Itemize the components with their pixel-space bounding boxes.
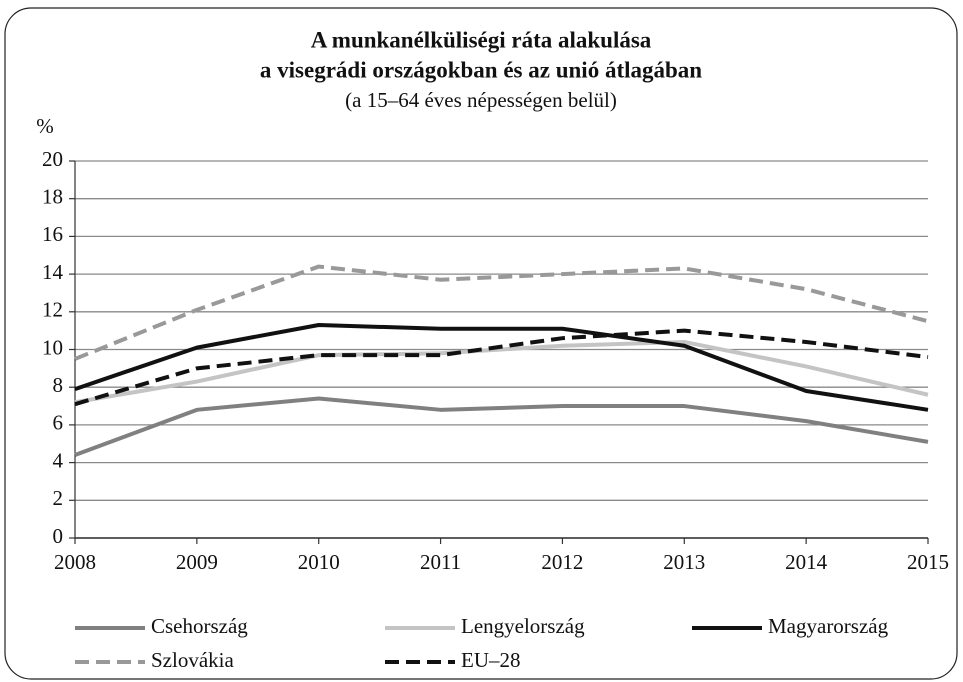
y-tick-label: 8	[53, 373, 64, 397]
y-axis-label: %	[36, 114, 54, 138]
y-tick-label: 16	[42, 222, 63, 246]
legend-label: EU–28	[461, 648, 521, 672]
x-tick-label: 2015	[907, 550, 949, 574]
x-tick-label: 2012	[541, 550, 583, 574]
y-tick-label: 2	[53, 486, 64, 510]
y-tick-label: 6	[53, 411, 64, 435]
y-tick-label: 20	[42, 147, 63, 171]
chart-title: A munkanélküliségi ráta alakulása	[311, 27, 652, 52]
y-tick-label: 0	[53, 524, 64, 548]
series-line	[74, 339, 929, 405]
y-tick-label: 18	[42, 185, 63, 209]
y-tick-label: 10	[42, 335, 63, 359]
x-tick-label: 2011	[420, 550, 461, 574]
y-tick-label: 12	[42, 298, 63, 322]
x-tick-label: 2008	[54, 550, 96, 574]
legend-label: Szlovákia	[151, 648, 234, 672]
chart-title: a visegrádi országokban és az unió átlag…	[260, 57, 702, 82]
legend-label: Csehország	[151, 614, 248, 638]
legend-label: Lengyelország	[461, 614, 585, 638]
y-tick-label: 4	[53, 448, 64, 472]
legend-label: Magyarország	[768, 614, 889, 638]
x-tick-label: 2013	[663, 550, 705, 574]
series-line	[74, 322, 929, 412]
chart-subtitle: (a 15–64 éves népességen belül)	[345, 88, 617, 112]
frame	[4, 7, 958, 680]
series-line	[74, 264, 929, 361]
series-line	[74, 396, 929, 457]
x-tick-label: 2009	[176, 550, 218, 574]
x-tick-label: 2010	[298, 550, 340, 574]
series-line	[74, 328, 929, 407]
y-tick-label: 14	[42, 260, 64, 284]
x-tick-label: 2014	[785, 550, 828, 574]
